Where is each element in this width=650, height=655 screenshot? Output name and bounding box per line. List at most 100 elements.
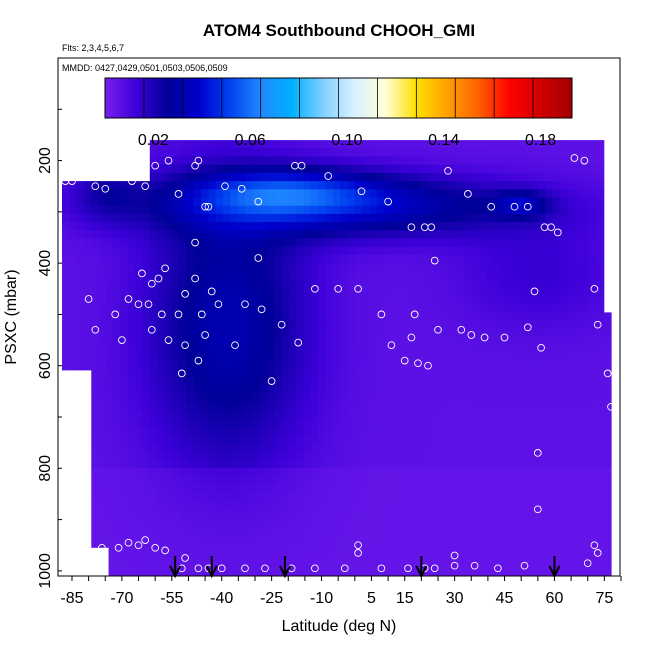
heatmap-cell xyxy=(589,566,597,576)
heatmap-cell xyxy=(113,222,122,231)
heatmap-cell xyxy=(471,509,480,519)
heatmap-cell xyxy=(325,378,334,387)
heatmap-cell xyxy=(318,550,327,560)
heatmap-cell xyxy=(237,320,246,330)
heatmap-cell xyxy=(230,533,239,543)
heatmap-cell xyxy=(274,533,283,543)
heatmap-cell xyxy=(464,254,473,264)
heatmap-cell xyxy=(230,542,239,551)
heatmap-cell xyxy=(552,197,561,207)
heatmap-cell xyxy=(523,468,532,478)
heatmap-cell xyxy=(135,328,144,338)
heatmap-cell xyxy=(91,304,100,313)
heatmap-cell xyxy=(340,525,349,535)
heatmap-cell xyxy=(435,337,444,346)
observation-marker xyxy=(467,331,476,339)
heatmap-cell xyxy=(450,361,458,371)
heatmap-cell xyxy=(186,435,195,445)
heatmap-cell xyxy=(325,254,334,264)
heatmap-cell xyxy=(120,533,129,543)
heatmap-cell xyxy=(347,246,356,256)
heatmap-cell xyxy=(340,501,349,510)
heatmap-cell xyxy=(193,181,202,190)
heatmap-cell xyxy=(537,254,546,264)
heatmap-cell xyxy=(223,566,231,576)
heatmap-cell xyxy=(105,304,114,313)
heatmap-cell xyxy=(332,566,341,576)
heatmap-cell xyxy=(267,287,275,297)
heatmap-cell xyxy=(574,468,583,478)
observation-marker xyxy=(254,254,263,262)
heatmap-cell xyxy=(589,205,597,215)
heatmap-cell xyxy=(442,213,451,223)
heatmap-cell xyxy=(303,140,312,149)
heatmap-cell xyxy=(252,369,261,379)
heatmap-cell xyxy=(406,386,414,395)
heatmap-cell xyxy=(84,337,92,346)
heatmap-cell xyxy=(523,566,532,576)
heatmap-cell xyxy=(574,312,583,322)
heatmap-cell xyxy=(230,369,239,379)
heatmap-cell xyxy=(120,312,129,322)
heatmap-cell xyxy=(369,246,378,256)
heatmap-cell xyxy=(62,238,70,248)
heatmap-cell xyxy=(567,517,575,527)
observation-marker xyxy=(450,561,459,570)
heatmap-cell xyxy=(296,460,305,469)
heatmap-cell xyxy=(223,435,231,445)
x-tick-label: 15 xyxy=(396,590,414,607)
heatmap-cell xyxy=(332,337,341,346)
heatmap-cell xyxy=(127,230,136,240)
heatmap-cell xyxy=(347,484,356,494)
heatmap-cell xyxy=(406,517,414,527)
heatmap-cell xyxy=(545,353,553,363)
heatmap-cell xyxy=(230,246,239,256)
heatmap-cell xyxy=(201,460,209,469)
heatmap-cell xyxy=(362,164,370,174)
heatmap-cell xyxy=(420,386,429,395)
heatmap-cell xyxy=(325,402,334,412)
heatmap-cell xyxy=(105,435,114,445)
heatmap-cell xyxy=(274,304,283,313)
heatmap-cell xyxy=(420,238,429,248)
heatmap-cell xyxy=(537,394,546,404)
heatmap-cell xyxy=(596,484,605,494)
heatmap-cell xyxy=(267,517,275,527)
heatmap-cell xyxy=(559,492,568,502)
heatmap-cell xyxy=(523,304,532,313)
heatmap-cell xyxy=(179,287,187,297)
observation-marker xyxy=(450,551,459,560)
heatmap-cell xyxy=(186,230,195,240)
heatmap-cell xyxy=(164,156,173,166)
heatmap-cell xyxy=(113,550,122,560)
heatmap-cell xyxy=(186,345,195,354)
heatmap-cell xyxy=(552,558,561,568)
heatmap-cell xyxy=(435,320,444,330)
heatmap-cell xyxy=(376,213,385,223)
heatmap-cell xyxy=(157,164,166,174)
heatmap-cell xyxy=(105,296,114,305)
heatmap-cell xyxy=(354,369,363,379)
heatmap-cell xyxy=(471,525,480,535)
heatmap-cell xyxy=(318,320,327,330)
heatmap-cell xyxy=(523,140,532,149)
heatmap-cell xyxy=(508,320,517,330)
heatmap-cell xyxy=(391,189,400,199)
heatmap-cell xyxy=(471,345,480,354)
heatmap-cell xyxy=(208,287,217,297)
heatmap-cell xyxy=(537,172,546,182)
heatmap-cell xyxy=(420,197,429,207)
heatmap-cell xyxy=(259,222,268,231)
heatmap-cell xyxy=(237,254,246,264)
heatmap-cell xyxy=(223,394,231,404)
heatmap-cell xyxy=(398,410,407,420)
heatmap-cell xyxy=(369,435,378,445)
heatmap-cell xyxy=(296,566,305,576)
heatmap-cell xyxy=(208,189,217,199)
heatmap-cell xyxy=(486,501,495,510)
heatmap-cell xyxy=(559,345,568,354)
heatmap-cell xyxy=(464,296,473,305)
observation-marker xyxy=(151,161,160,170)
heatmap-cell xyxy=(76,222,85,231)
heatmap-cell xyxy=(157,550,166,560)
